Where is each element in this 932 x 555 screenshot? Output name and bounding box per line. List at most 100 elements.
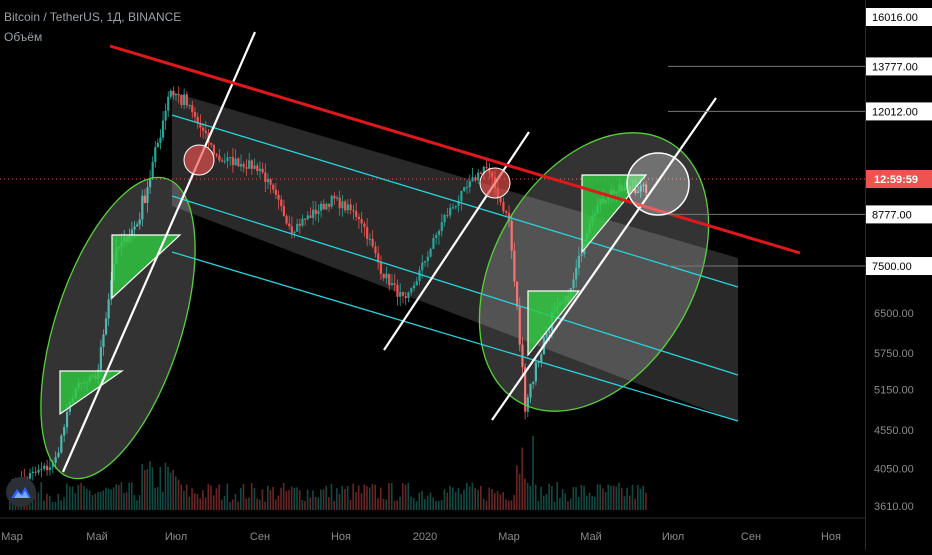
candle-2019-08-10 (229, 156, 232, 166)
candle-body (513, 250, 516, 282)
candle-2020-06-11 (645, 181, 648, 198)
triangle-1 (59, 370, 124, 416)
candle-body (196, 116, 199, 123)
volume-bar-2020-02-02 (468, 486, 471, 510)
price-box-16016.00 (866, 8, 932, 26)
candle-2019-09-15 (277, 190, 280, 210)
candle-body (363, 223, 366, 228)
volume-bar-2019-07-17 (196, 494, 199, 510)
candle-body (399, 292, 402, 297)
volume-bar-2020-05-14 (607, 484, 610, 510)
volume-bar-2019-03-21 (37, 492, 40, 510)
volume-bar-2019-06-27 (169, 472, 172, 510)
volume-bar-2019-08-14 (234, 494, 237, 510)
price-box-13777.00 (866, 57, 932, 76)
candle-2020-01-13 (440, 213, 443, 237)
candle-2020-03-19 (532, 381, 535, 389)
volume-bar-2020-03-21 (534, 484, 537, 510)
candle-body (390, 283, 394, 286)
candle-2019-07-03 (177, 86, 180, 104)
volume-bar-2019-10-29 (336, 488, 338, 510)
symbol-title[interactable]: Bitcoin / TetherUS, 1Д, BINANCE (4, 10, 182, 24)
volume-bar-2019-10-03 (301, 499, 304, 510)
candle-2020-02-26 (502, 197, 505, 214)
candle-body (272, 184, 275, 190)
candle-body (138, 219, 141, 225)
candle-2019-10-03 (301, 214, 304, 228)
candle-body (306, 215, 309, 220)
candle-2019-04-06 (60, 433, 63, 454)
volume-bar-2019-05-08 (105, 487, 107, 510)
volume-bar-2019-11-18 (363, 484, 366, 510)
volume-bar-2019-08-30 (256, 498, 258, 510)
candle-body (327, 203, 331, 207)
candle-body (346, 204, 349, 211)
price-tick-3610.00: 3610.00 (874, 501, 914, 513)
candle-2019-11-28 (377, 245, 380, 270)
candle-2019-10-25 (330, 194, 333, 209)
tradingview-logo[interactable] (6, 477, 36, 507)
volume-bar-2019-11-12 (355, 491, 357, 510)
volume-bar-2020-02-24 (499, 494, 502, 510)
volume-bar-2019-08-16 (237, 501, 239, 510)
resistance-line (109, 44, 801, 255)
candle-body (133, 226, 136, 230)
candle-2019-09-21 (285, 214, 288, 226)
candle-body (385, 273, 388, 279)
candle-2019-08-26 (250, 159, 253, 175)
candle-2019-08-16 (237, 156, 240, 167)
candle-body (454, 205, 457, 208)
volume-bar-2019-12-16 (401, 483, 404, 510)
volume-bar-2019-06-15 (154, 488, 156, 510)
candle-body (40, 468, 43, 470)
candle-body (110, 280, 113, 300)
candle-body (333, 195, 336, 199)
volume-bar-2019-04-20 (80, 482, 82, 510)
volume-bar-2020-05-06 (596, 484, 599, 510)
candle-2020-02-10 (479, 170, 483, 175)
candle-2019-08-28 (253, 158, 256, 170)
candle-2019-05-10 (107, 293, 110, 326)
candle-body (388, 273, 391, 286)
volume-bar-2019-05-14 (112, 487, 115, 510)
volume-bar-2019-10-09 (309, 497, 312, 510)
candle-2019-07-17 (196, 112, 199, 130)
volume-indicator-label[interactable]: Объём (4, 30, 43, 44)
candle-2019-07-07 (183, 88, 186, 110)
candle-body (435, 235, 438, 238)
candle-body (201, 127, 205, 131)
candle-body (148, 177, 152, 188)
candle-body (379, 262, 383, 274)
candle-body (502, 201, 505, 212)
candle-body (136, 224, 139, 227)
candle-2019-11-10 (352, 204, 355, 220)
volume-bar-2020-03-15 (526, 482, 529, 510)
candle-2019-10-13 (314, 200, 317, 221)
candle-body (479, 172, 483, 175)
volume-bar-2019-09-01 (259, 499, 261, 510)
candle-2019-10-09 (309, 207, 312, 219)
candle-2019-07-05 (180, 94, 183, 109)
candle-2019-12-16 (401, 291, 405, 304)
candle-body (45, 465, 49, 471)
candle-body (204, 130, 207, 133)
volume-bar-2020-05-24 (620, 488, 623, 510)
volume-bar-2020-06-07 (639, 488, 642, 510)
candle-2020-01-29 (463, 186, 466, 192)
candle-body (457, 201, 460, 206)
candle-2019-11-12 (355, 202, 358, 221)
candle-2019-03-17 (31, 466, 34, 481)
candle-body (161, 120, 165, 138)
volume-bar-2019-10-17 (320, 489, 322, 510)
candle-2020-01-25 (457, 195, 460, 213)
volume-bar-2019-06-11 (149, 461, 151, 510)
candle-2019-10-05 (304, 218, 307, 226)
candle-body (443, 214, 446, 223)
volume-bar-2019-07-19 (199, 498, 201, 510)
volume-bar-2020-05-08 (599, 484, 602, 510)
candle-2019-06-07 (143, 189, 147, 204)
candle-2019-07-11 (188, 104, 191, 110)
candle-2019-03-25 (43, 462, 46, 472)
